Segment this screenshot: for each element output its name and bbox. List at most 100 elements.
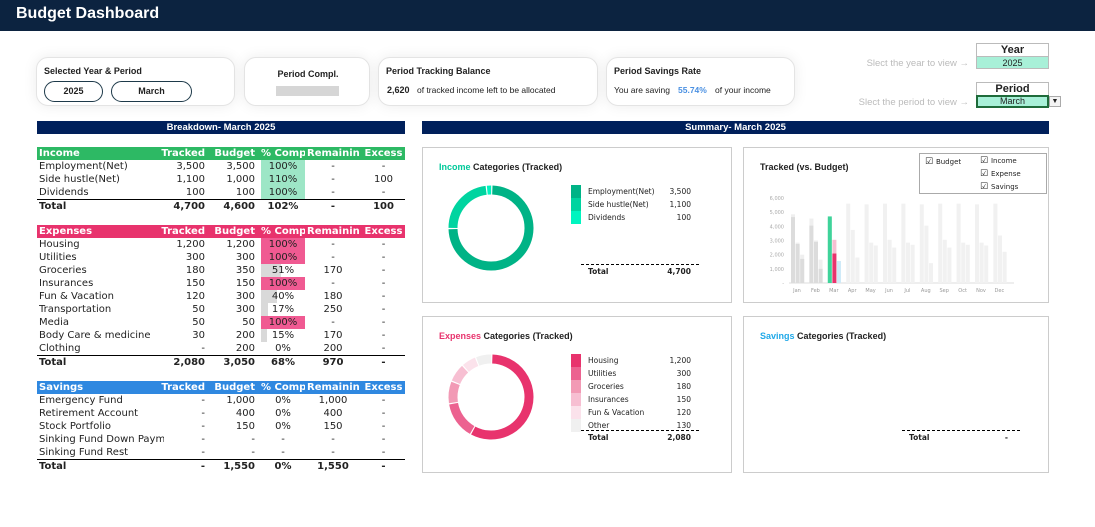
donut-slice	[471, 354, 534, 440]
legend-value: 120	[676, 408, 691, 417]
column-header: Savings	[39, 382, 84, 393]
legend-label: Housing	[588, 356, 619, 365]
cell: -	[381, 330, 386, 341]
table-row: Side hustle(Net) 1,100 1,000 110% - 100	[37, 173, 405, 186]
dashboard-title: Budget Dashboard	[0, 0, 1095, 31]
budget-bar	[929, 263, 933, 283]
cell: 100%	[268, 278, 298, 289]
table-row: Dividends 100 100 100% - -	[37, 186, 405, 199]
legend-label: Fun & Vacation	[588, 408, 645, 417]
legend-label: Insurances	[588, 395, 629, 404]
total-cell: 2,080	[173, 357, 205, 368]
card-title: Period Compl.	[277, 69, 339, 79]
total-value: -	[1004, 433, 1008, 442]
cell: -	[201, 447, 205, 458]
legend-label: Side hustle(Net)	[588, 200, 649, 209]
completion-fill	[261, 186, 305, 199]
chart-legend: ☑ Budget ☑ Income ☑ Expense ☑ Savings	[919, 153, 1047, 194]
legend-item[interactable]: ☑ Income	[980, 156, 1017, 166]
cell: -	[331, 434, 335, 445]
cell: Sinking Fund Down Payment	[39, 434, 164, 445]
legend-label: Other	[588, 421, 610, 430]
total-cell: 4,700	[173, 201, 205, 212]
y-tick-label: 4,000	[770, 224, 784, 230]
cell: -	[381, 187, 386, 198]
cell: 170	[323, 330, 343, 341]
cell: Clothing	[39, 343, 81, 354]
dropdown-arrow-icon[interactable]: ▼	[1049, 96, 1061, 107]
legend-item[interactable]: ☑ Savings	[980, 182, 1018, 192]
x-tick-label: Sep	[939, 288, 948, 294]
completion-fill	[261, 251, 305, 264]
column-header: Tracked	[161, 382, 205, 393]
cell: 100	[185, 187, 205, 198]
column-header: % Compl	[261, 148, 305, 159]
cell: 3,500	[226, 161, 255, 172]
cell: Emergency Fund	[39, 395, 123, 406]
checkbox-checked-icon[interactable]: ☑	[980, 169, 991, 179]
table-row: Body Care & medicine 30 200 15% 170 -	[37, 329, 405, 342]
cell: 200	[323, 343, 343, 354]
x-tick-label: Nov	[976, 288, 986, 294]
chart-title: Tracked (vs. Budget)	[760, 162, 849, 172]
donut-slice	[451, 365, 469, 385]
panel-title: Income Categories (Tracked)	[439, 162, 562, 172]
table-row: Insurances 150 150 100% - -	[37, 277, 405, 290]
total-cell: 1,550	[223, 461, 255, 472]
column-header: % Compl	[261, 226, 305, 237]
table-row: Media 50 50 100% - -	[37, 316, 405, 329]
cell: 120	[185, 291, 205, 302]
legend-label: Groceries	[588, 382, 624, 391]
tracked-vs-budget-panel: Tracked (vs. Budget) ☑ Budget ☑ Income ☑ Ex…	[743, 147, 1049, 303]
checkbox-checked-icon[interactable]: ☑	[980, 156, 991, 166]
column-header: Remaining	[307, 382, 359, 393]
legend-item[interactable]: ☑ Budget	[925, 157, 961, 167]
column-header: Remaining	[307, 226, 359, 237]
cell: 150	[323, 421, 343, 432]
tracked-bar	[818, 268, 823, 283]
budget-bar	[961, 242, 966, 283]
total-cell: -	[330, 201, 336, 212]
cell: -	[331, 252, 335, 263]
cell: 50	[192, 304, 205, 315]
period-select[interactable]: March	[976, 95, 1049, 108]
year-pill[interactable]: 2025	[44, 81, 103, 102]
cell: Insurances	[39, 278, 94, 289]
table-row: Stock Portfolio - 150 0% 150 -	[37, 420, 405, 433]
x-tick-label: Aug	[921, 288, 931, 294]
legend-label: Savings	[990, 183, 1019, 191]
year-label: Year	[976, 43, 1049, 57]
legend-item[interactable]: ☑ Expense	[980, 169, 1021, 179]
legend-swatch	[571, 367, 581, 380]
legend-swatch	[571, 406, 581, 419]
cell: -	[201, 434, 205, 445]
table-row: Groceries 180 350 51% 170 -	[37, 264, 405, 277]
selected-period-card: Selected Year & Period 2025 March	[36, 57, 235, 106]
cell: -	[381, 265, 386, 276]
budget-bar	[965, 244, 970, 283]
cell: 180	[323, 291, 343, 302]
year-select[interactable]: 2025	[976, 56, 1049, 69]
checkbox-checked-icon[interactable]: ☑	[980, 182, 991, 192]
column-header: Remaining	[307, 148, 359, 159]
checkbox-checked-icon[interactable]: ☑	[925, 157, 936, 167]
cell: -	[331, 174, 335, 185]
budget-bar	[906, 242, 910, 283]
cell: -	[251, 447, 255, 458]
legend-swatch	[571, 198, 581, 211]
tracked-bar	[827, 216, 832, 283]
budget-bar	[956, 203, 961, 283]
legend-value: 150	[676, 395, 691, 404]
savings-suffix: of your income	[715, 85, 771, 95]
cell: 30	[192, 330, 205, 341]
card-title: Period Tracking Balance	[386, 66, 491, 76]
month-pill[interactable]: March	[111, 81, 192, 102]
budget-bar	[873, 245, 878, 283]
total-cell: 0%	[274, 461, 292, 472]
cell: 0%	[275, 343, 291, 354]
cell: -	[381, 317, 386, 328]
total-cell: 1,550	[317, 461, 349, 472]
donut-chart	[448, 185, 534, 271]
x-tick-label: Oct	[958, 288, 967, 294]
savings-prefix: You are saving	[614, 85, 670, 95]
